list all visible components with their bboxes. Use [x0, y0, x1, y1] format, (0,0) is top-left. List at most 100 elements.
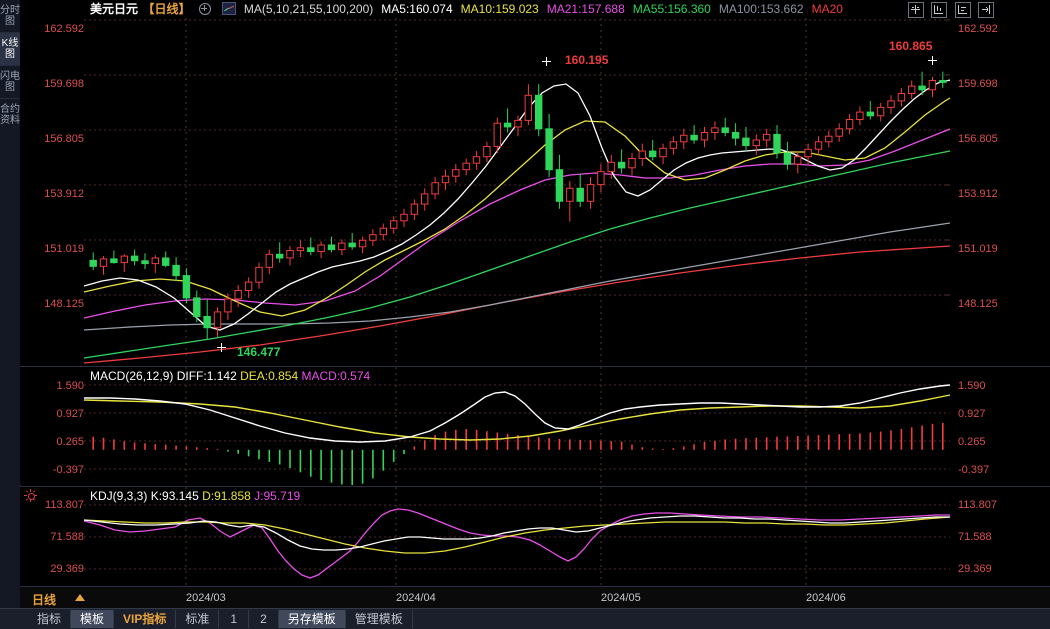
price-y-label-left: 159.698	[44, 78, 84, 90]
period-up-arrow-icon	[75, 594, 85, 601]
kdj-pane[interactable]: KDJ(9,3,3) K:93.145 D:91.858 J:95.719	[20, 487, 1050, 586]
sidebar-item-kline[interactable]: K线图	[0, 33, 20, 65]
sidebar-item-timeshare[interactable]: 分时图	[0, 5, 20, 27]
ma10-value: MA10:159.023	[460, 2, 539, 16]
ma-indicator-name: MA(5,10,21,55,100,200)	[243, 2, 374, 16]
chart-header-bar: 美元日元 【日线】 MA(5,10,21,55,100,200) MA5:160.…	[20, 0, 1050, 18]
low-marker-crosshair	[217, 343, 226, 352]
sidebar-item-contract-info[interactable]: 合约资料	[0, 104, 20, 126]
macd-dea-value: DEA:0.854	[240, 369, 299, 383]
toolbar-button-slot-1[interactable]: 1	[219, 610, 250, 628]
macd-header: MACD(26,12,9) DIFF:1.142 DEA:0.854 MACD:…	[90, 369, 370, 383]
price-y-label-left: 148.125	[44, 298, 84, 310]
pane-divider	[20, 486, 1050, 487]
symbol-name: 美元日元	[90, 2, 139, 16]
last-marker-crosshair	[928, 56, 937, 65]
macd-y-label-right: 0.927	[958, 408, 986, 420]
last-high-annotation: 160.865	[889, 39, 933, 53]
price-y-label-right: 148.125	[958, 298, 998, 310]
kdj-y-label-right: 29.369	[958, 563, 992, 575]
period-indicator-label[interactable]: 日线	[32, 593, 57, 607]
macd-y-label-left: 0.265	[56, 436, 84, 448]
ma55-value: MA55:156.360	[632, 2, 711, 16]
price-y-label-right: 159.698	[958, 78, 998, 90]
crosshair-move-icon[interactable]	[907, 2, 924, 18]
toolbar-button-slot-2[interactable]: 2	[249, 610, 279, 628]
macd-y-label-right: 0.265	[958, 436, 986, 448]
sidebar-divider	[0, 65, 20, 66]
kdj-title: KDJ(9,3,3)	[90, 489, 148, 503]
ma100-value: MA100:153.662	[718, 2, 804, 16]
macd-diff-line	[84, 384, 951, 443]
kdj-d-value: D:91.858	[202, 489, 251, 503]
toolbar-button-template[interactable]: 模板	[71, 610, 115, 628]
bottom-toolbar: 指标 模板 VIP指标 标准 1 2 另存模板 管理模板	[0, 608, 1050, 629]
macd-y-label-right: 1.590	[958, 380, 986, 392]
chart-tool-buttons	[905, 2, 994, 18]
macd-pane[interactable]: MACD(26,12,9) DIFF:1.142 DEA:0.854 MACD:…	[20, 367, 1050, 485]
macd-chart-svg	[20, 367, 1050, 485]
ma10-line	[83, 97, 951, 317]
settings-circle-icon[interactable]	[198, 2, 211, 15]
price-y-label-right: 151.019	[958, 243, 998, 255]
zoom-vertical-icon[interactable]	[931, 2, 948, 18]
macd-y-label-left: -0.397	[52, 464, 84, 476]
pane-divider	[20, 366, 1050, 367]
price-y-label-left: 162.592	[44, 23, 84, 35]
price-y-label-right: 156.805	[958, 133, 998, 145]
toolbar-button-manage-template[interactable]: 管理模板	[346, 610, 413, 628]
toolbar-button-vip-indicator[interactable]: VIP指标	[114, 610, 177, 628]
high-marker-crosshair	[542, 57, 551, 66]
macd-y-label-left: 1.590	[56, 380, 84, 392]
ma55-line	[83, 150, 951, 359]
kdj-k-line	[83, 515, 950, 551]
toolbar-button-standard[interactable]: 标准	[176, 610, 220, 628]
period-label: 【日线】	[142, 2, 191, 16]
ma5-line	[83, 79, 951, 331]
x-axis-label: 2024/05	[601, 592, 641, 604]
macd-y-label-left: 0.927	[56, 408, 84, 420]
kdj-d-line	[83, 516, 951, 554]
kdj-k-value: K:93.145	[150, 489, 199, 503]
high-price-annotation: 160.195	[565, 53, 609, 67]
x-axis-bar: 日线 2024/03 2024/04 2024/05 2024/06	[20, 586, 1050, 609]
kdj-alert-sun-icon[interactable]	[24, 489, 37, 502]
kdj-y-label-left: 29.369	[50, 563, 84, 575]
macd-y-label-right: -0.397	[958, 464, 990, 476]
sidebar-divider	[0, 32, 20, 33]
x-axis-label: 2024/03	[186, 592, 226, 604]
kdj-y-label-right: 71.588	[958, 531, 992, 543]
price-chart-svg	[20, 18, 1050, 366]
toolbar-button-indicator[interactable]: 指标	[28, 610, 72, 628]
kdj-j-value: J:95.719	[254, 489, 301, 503]
kdj-chart-svg	[20, 487, 1050, 586]
kdj-header: KDJ(9,3,3) K:93.145 D:91.858 J:95.719	[90, 489, 300, 503]
low-price-annotation: 146.477	[237, 345, 281, 359]
toolbar-button-save-template[interactable]: 另存模板	[278, 610, 346, 628]
price-y-label-right: 162.592	[958, 23, 998, 35]
macd-diff-value: DIFF:1.142	[176, 369, 237, 383]
left-sidebar: 分时图 K线图 闪电图 合约资料	[0, 0, 21, 608]
price-y-label-left: 153.912	[44, 188, 84, 200]
sidebar-divider	[0, 98, 20, 99]
kdj-y-label-left: 113.807	[45, 499, 84, 511]
ma5-value: MA5:160.074	[381, 2, 453, 16]
indicator-chart-icon[interactable]	[222, 2, 237, 16]
kdj-y-label-right: 113.807	[958, 499, 997, 511]
ma100-line	[83, 222, 951, 331]
zoom-horizontal-icon[interactable]	[954, 2, 971, 18]
macd-title: MACD(26,12,9)	[90, 369, 174, 383]
price-chart-pane[interactable]: 160.195 146.477 160.865	[20, 18, 1050, 366]
x-axis-label: 2024/06	[806, 592, 846, 604]
sidebar-item-lightning[interactable]: 闪电图	[0, 71, 20, 93]
macd-histogram	[92, 423, 944, 485]
ma21-value: MA21:157.688	[546, 2, 625, 16]
price-y-label-left: 156.805	[44, 133, 84, 145]
kdj-y-label-left: 71.588	[50, 531, 84, 543]
macd-macd-value: MACD:0.574	[301, 369, 371, 383]
price-y-label-left: 151.019	[44, 243, 84, 255]
scroll-right-icon[interactable]	[978, 2, 994, 18]
ma20-value: MA20	[811, 2, 843, 16]
price-y-label-right: 153.912	[958, 188, 998, 200]
